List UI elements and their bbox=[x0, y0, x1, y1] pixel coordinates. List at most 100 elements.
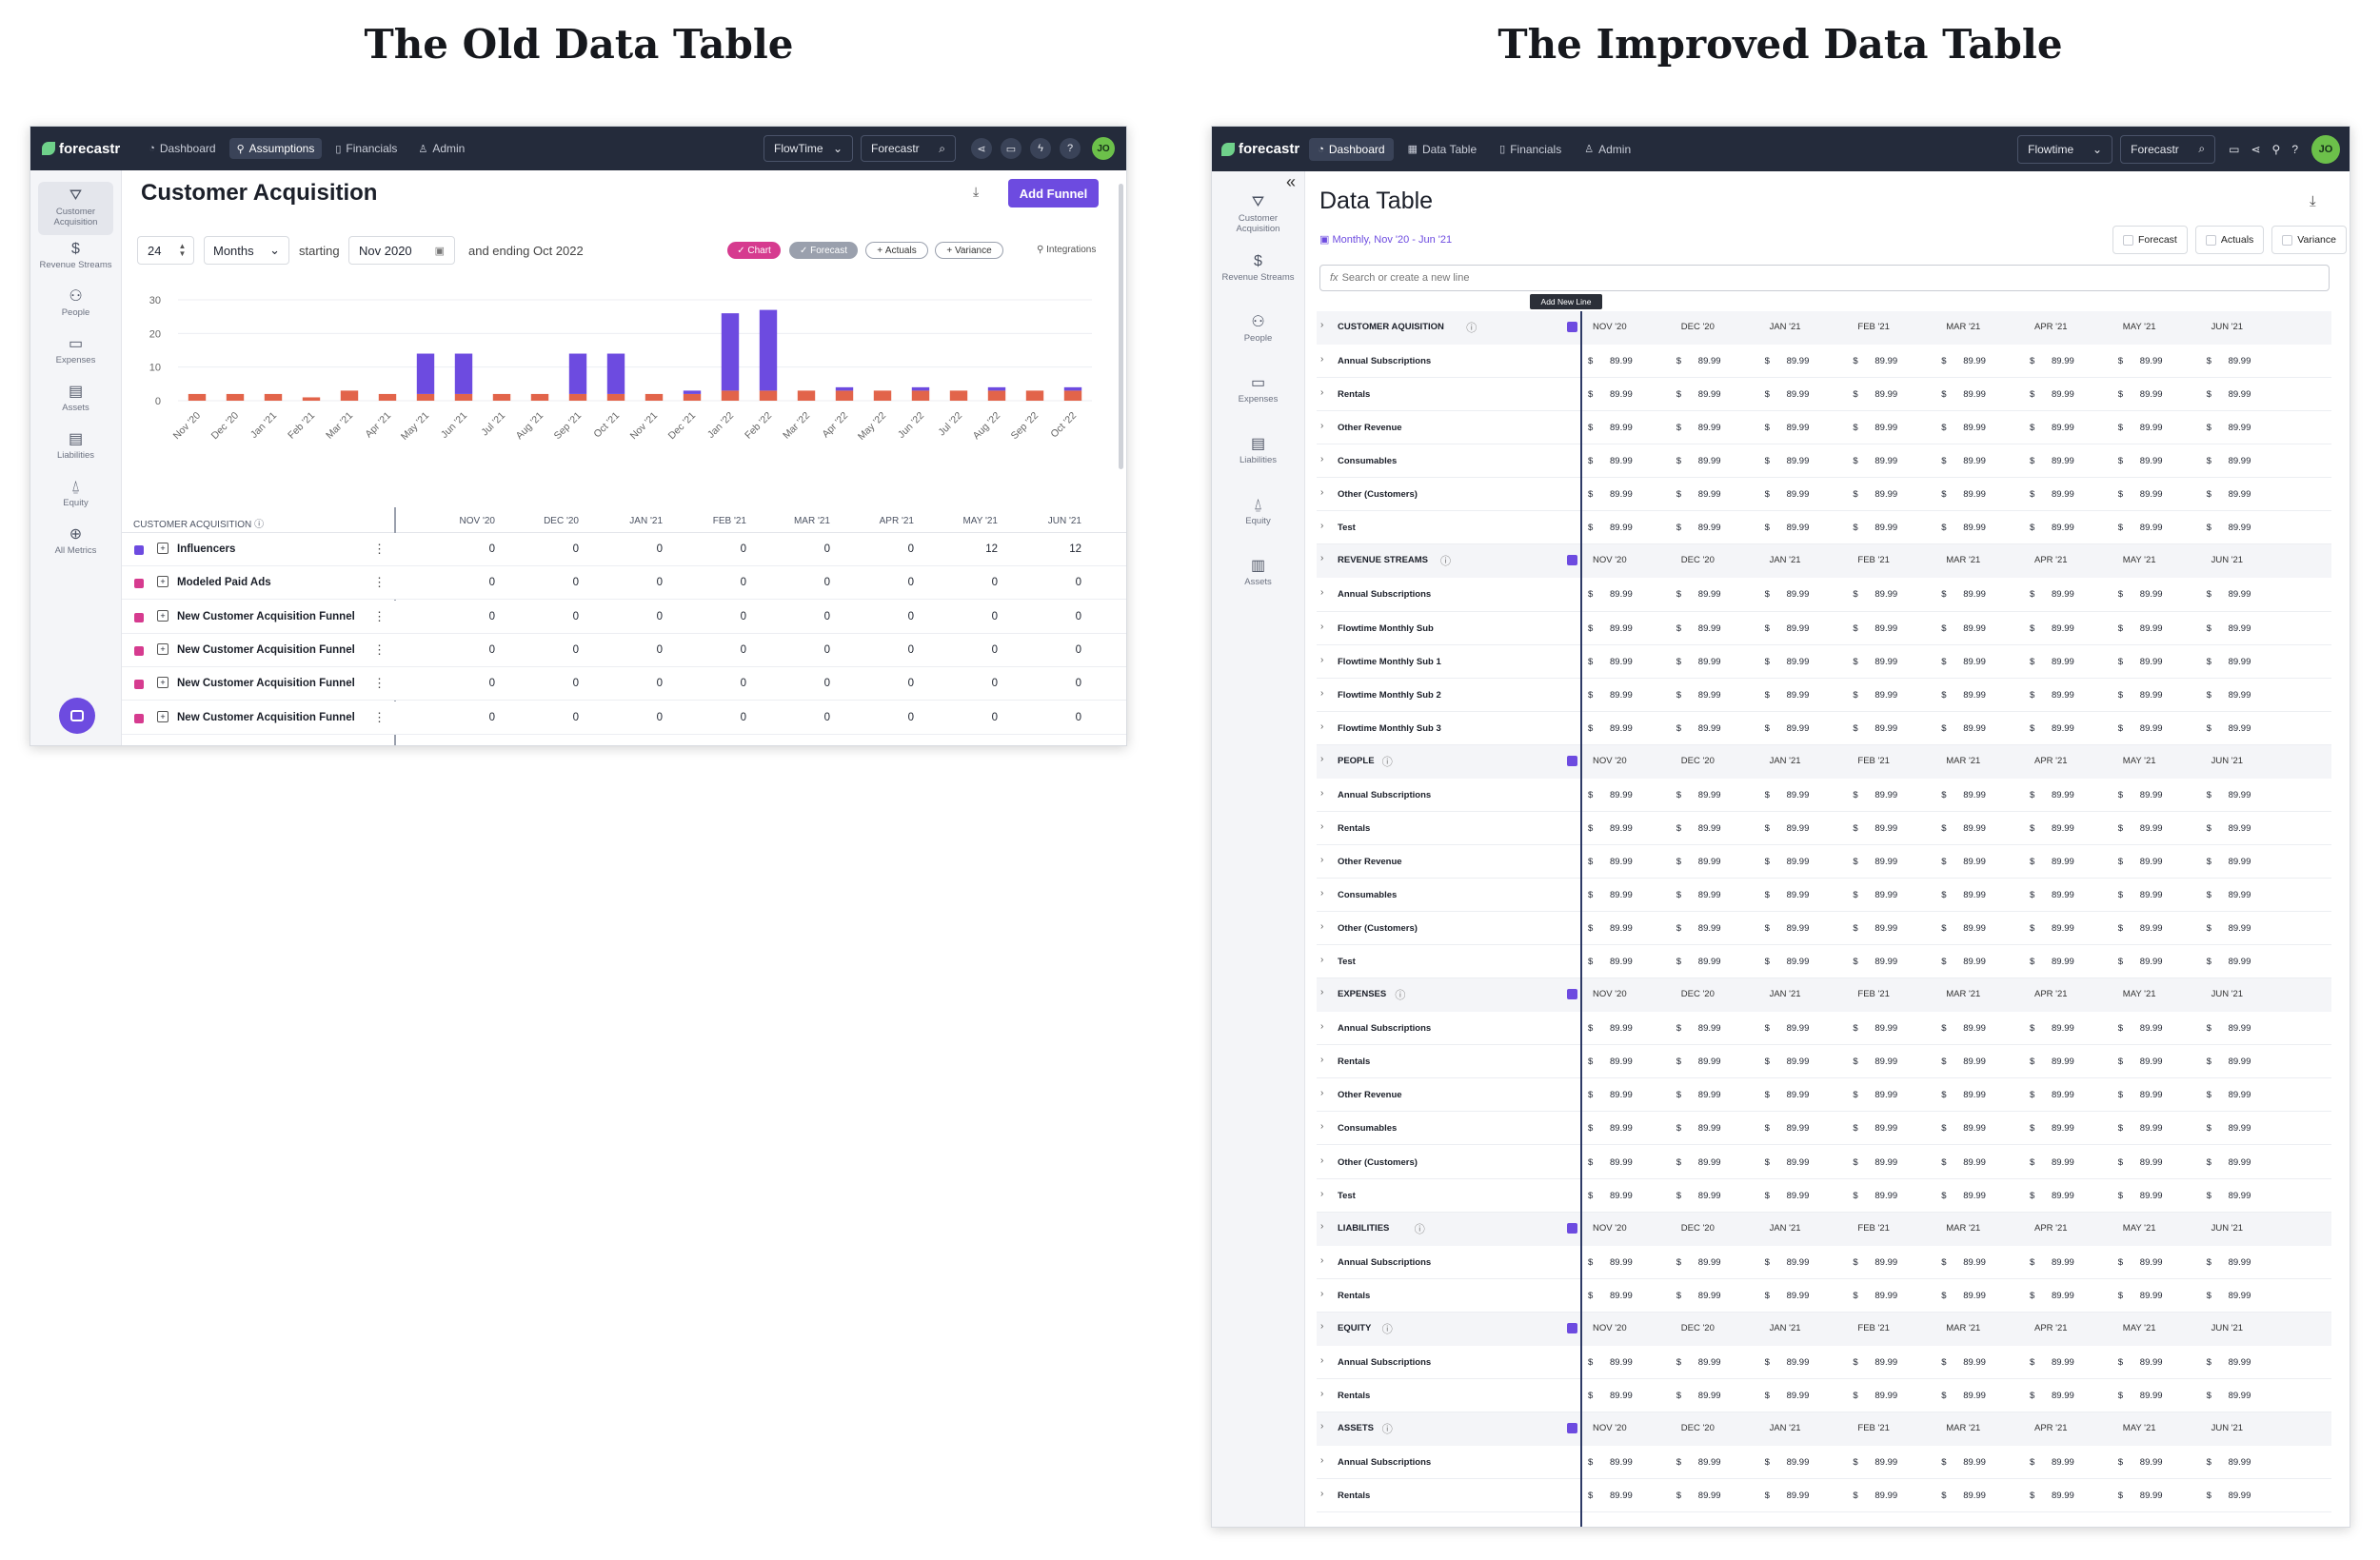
table-cell-value[interactable]: 89.99 bbox=[2052, 923, 2074, 935]
table-cell-value[interactable]: 89.99 bbox=[1697, 1457, 1721, 1469]
table-cell-value[interactable]: 89.99 bbox=[2139, 1290, 2163, 1301]
table-cell-value[interactable]: 89.99 bbox=[2228, 1123, 2251, 1135]
checkbox-icon[interactable] bbox=[2123, 234, 2133, 246]
help-icon[interactable]: ? bbox=[1060, 138, 1081, 159]
table-cell-value[interactable]: 0 bbox=[823, 577, 830, 589]
table-cell-value[interactable]: 89.99 bbox=[1874, 1156, 1898, 1168]
bar-orange[interactable] bbox=[721, 390, 740, 401]
table-cell-value[interactable]: 0 bbox=[740, 643, 746, 656]
table-cell-value[interactable]: 89.99 bbox=[1610, 1256, 1633, 1268]
table-cell-value[interactable]: 89.99 bbox=[2139, 957, 2163, 968]
table-cell-value[interactable]: 89.99 bbox=[1697, 1023, 1721, 1035]
row-menu-icon[interactable]: ⋮ bbox=[373, 575, 386, 590]
row-menu-icon[interactable]: ⋮ bbox=[373, 542, 386, 556]
sidebar-item-liabilities[interactable]: ▤ Liabilities bbox=[38, 425, 113, 473]
table-cell-value[interactable]: 89.99 bbox=[1786, 1457, 1810, 1469]
table-row[interactable]: › Consumables $89.99 $89.99 $89.99 $89.99 $89.… bbox=[1317, 1112, 2331, 1146]
table-cell-value[interactable]: 89.99 bbox=[1963, 1123, 1986, 1135]
expand-icon[interactable]: + bbox=[157, 710, 169, 722]
table-cell-value[interactable]: 89.99 bbox=[1697, 1356, 1721, 1368]
table-cell-value[interactable]: 89.99 bbox=[1697, 957, 1721, 968]
table-cell-value[interactable]: 89.99 bbox=[2052, 856, 2074, 867]
table-cell-value[interactable]: 89.99 bbox=[2139, 1123, 2163, 1135]
table-cell-value[interactable]: 89.99 bbox=[1610, 656, 1633, 667]
table-cell-value[interactable]: 0 bbox=[991, 678, 998, 690]
table-cell-value[interactable]: 89.99 bbox=[1786, 589, 1810, 601]
table-cell-value[interactable]: 89.99 bbox=[1874, 689, 1898, 701]
table-cell-value[interactable]: 89.99 bbox=[1963, 356, 1986, 367]
table-cell-value[interactable]: 89.99 bbox=[2228, 856, 2251, 867]
table-cell-value[interactable]: 89.99 bbox=[1697, 789, 1721, 800]
table-cell-value[interactable]: 89.99 bbox=[1874, 822, 1898, 834]
checkbox-icon[interactable] bbox=[2282, 234, 2293, 246]
table-cell-value[interactable]: 89.99 bbox=[2139, 689, 2163, 701]
table-cell-value[interactable]: 89.99 bbox=[1963, 523, 1986, 534]
old-scrollbar[interactable] bbox=[1119, 184, 1123, 469]
table-cell-value[interactable]: 89.99 bbox=[1697, 523, 1721, 534]
table-cell-value[interactable]: 89.99 bbox=[2139, 923, 2163, 935]
table-cell-value[interactable]: 0 bbox=[572, 577, 579, 589]
table-row[interactable]: › Consumables $89.99 $89.99 $89.99 $89.99 $89.… bbox=[1317, 444, 2331, 479]
section-header-row[interactable]: › CUSTOMER AQUISITION ⓘ NOV '20 DEC '20 JAN '… bbox=[1317, 311, 2331, 346]
sidebar-item-customer-acquisition[interactable]: ⛛ Customer Acquisition bbox=[1220, 188, 1297, 247]
table-cell-value[interactable]: 89.99 bbox=[1697, 923, 1721, 935]
table-cell-value[interactable]: 0 bbox=[907, 577, 914, 589]
section-header-row[interactable]: › EQUITY ⓘ NOV '20 DEC '20 JAN '21 FEB '21 MAR … bbox=[1317, 1312, 2331, 1346]
bar-orange[interactable] bbox=[606, 393, 625, 401]
table-row[interactable]: › Test $89.99 $89.99 $89.99 $89.99 $89.99 $89.9… bbox=[1317, 511, 2331, 545]
table-cell-value[interactable]: 89.99 bbox=[1963, 456, 1986, 467]
table-cell-value[interactable]: 0 bbox=[907, 678, 914, 690]
table-cell-value[interactable]: 89.99 bbox=[1874, 789, 1898, 800]
share-icon[interactable]: ⋖ bbox=[2251, 142, 2261, 156]
table-cell-value[interactable]: 0 bbox=[823, 543, 830, 555]
table-cell-value[interactable]: 89.99 bbox=[1610, 1023, 1633, 1035]
table-cell-value[interactable]: 0 bbox=[740, 577, 746, 589]
filter-forecast[interactable]: Forecast bbox=[2112, 226, 2188, 254]
chevron-right-icon[interactable]: › bbox=[1320, 787, 1324, 799]
sidebar-item-customer-acquisition[interactable]: ⛛ Customer Acquisition bbox=[38, 182, 113, 235]
add-line-button[interactable] bbox=[1567, 1222, 1577, 1234]
period-count-input[interactable]: 24 ▲ ▼ bbox=[137, 236, 194, 265]
nav-item-financials[interactable]: ▯ Financials bbox=[1491, 138, 1570, 161]
table-cell-value[interactable]: 0 bbox=[991, 711, 998, 723]
table-cell-value[interactable]: 0 bbox=[656, 610, 663, 622]
table-cell-value[interactable]: 89.99 bbox=[1697, 1256, 1721, 1268]
table-cell-value[interactable]: 89.99 bbox=[2228, 722, 2251, 734]
table-cell-value[interactable]: 89.99 bbox=[1963, 489, 1986, 501]
bar-orange[interactable] bbox=[911, 390, 930, 401]
bar-orange[interactable] bbox=[1063, 390, 1082, 401]
table-cell-value[interactable]: 0 bbox=[488, 711, 495, 723]
table-cell-value[interactable]: 89.99 bbox=[1786, 957, 1810, 968]
chevron-right-icon[interactable]: › bbox=[1320, 820, 1324, 832]
table-cell-value[interactable]: 89.99 bbox=[1786, 923, 1810, 935]
section-header-row[interactable]: › PEOPLE ⓘ NOV '20 DEC '20 JAN '21 FEB '21 MAR … bbox=[1317, 744, 2331, 779]
table-cell-value[interactable]: 89.99 bbox=[1874, 656, 1898, 667]
table-cell-value[interactable]: 89.99 bbox=[1786, 356, 1810, 367]
table-cell-value[interactable]: 89.99 bbox=[2139, 1256, 2163, 1268]
table-cell-value[interactable]: 0 bbox=[572, 711, 579, 723]
table-cell-value[interactable]: 89.99 bbox=[1963, 1023, 1986, 1035]
bar-purple[interactable] bbox=[1063, 386, 1082, 391]
table-cell-value[interactable]: 89.99 bbox=[1786, 1290, 1810, 1301]
table-cell-value[interactable]: 89.99 bbox=[1963, 1056, 1986, 1068]
table-cell-value[interactable]: 89.99 bbox=[1786, 1256, 1810, 1268]
collapse-sidebar-icon[interactable]: « bbox=[1286, 172, 1297, 191]
section-header-row[interactable]: › ASSETS ⓘ NOV '20 DEC '20 JAN '21 FEB '21 MAR … bbox=[1317, 1412, 2331, 1447]
table-cell-value[interactable]: 89.99 bbox=[2228, 1090, 2251, 1101]
new-user-avatar[interactable]: JO bbox=[2311, 134, 2340, 164]
table-cell-value[interactable]: 89.99 bbox=[2228, 1023, 2251, 1035]
expand-icon[interactable]: + bbox=[157, 543, 169, 554]
table-cell-value[interactable]: 89.99 bbox=[1963, 423, 1986, 434]
table-cell-value[interactable]: 89.99 bbox=[1610, 423, 1633, 434]
table-row[interactable]: › Flowtime Monthly Sub 3 $89.99 $89.99 $89.9… bbox=[1317, 712, 2331, 745]
table-row[interactable]: › Other Revenue $89.99 $89.99 $89.99 $89.99 $8… bbox=[1317, 845, 2331, 879]
bar-orange[interactable] bbox=[987, 390, 1006, 401]
table-cell-value[interactable]: 89.99 bbox=[2139, 489, 2163, 501]
table-cell-value[interactable]: 0 bbox=[1075, 711, 1081, 723]
table-row[interactable]: › Annual Subscriptions $89.99 $89.99 $89.99 $… bbox=[1317, 779, 2331, 812]
add-line-button[interactable] bbox=[1567, 989, 1577, 1000]
table-cell-value[interactable]: 89.99 bbox=[1874, 890, 1898, 901]
table-cell-value[interactable]: 89.99 bbox=[1963, 389, 1986, 401]
table-row[interactable]: › Rentals $89.99 $89.99 $89.99 $89.99 $89.99 $8… bbox=[1317, 1045, 2331, 1079]
section-header-row[interactable]: › LIABILITIES ⓘ NOV '20 DEC '20 JAN '21 FEB '2… bbox=[1317, 1212, 2331, 1246]
